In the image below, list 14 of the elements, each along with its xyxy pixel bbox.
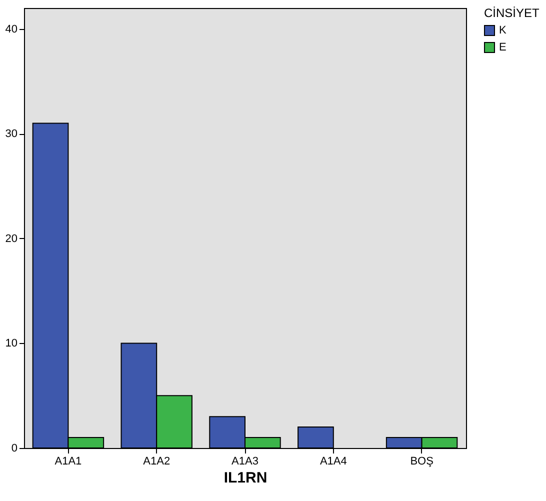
y-tick-label: 0 bbox=[11, 442, 18, 454]
y-tick-label: 30 bbox=[5, 128, 18, 140]
x-tick-label: A1A2 bbox=[143, 456, 170, 468]
x-tick-label: A1A4 bbox=[320, 456, 347, 468]
legend-title: CİNSİYET bbox=[484, 6, 540, 20]
x-tick-label: A1A1 bbox=[54, 456, 82, 468]
y-tick-label: 10 bbox=[5, 338, 18, 350]
y-tick-label: 20 bbox=[5, 232, 18, 245]
x-tick-label: BOŞ bbox=[410, 456, 434, 468]
legend-label: E bbox=[499, 42, 506, 54]
legend-label: K bbox=[499, 24, 507, 36]
x-tick-label: A1A3 bbox=[232, 456, 258, 468]
y-tick-label: 40 bbox=[5, 23, 18, 36]
x-axis-title: IL1RN bbox=[224, 470, 268, 486]
